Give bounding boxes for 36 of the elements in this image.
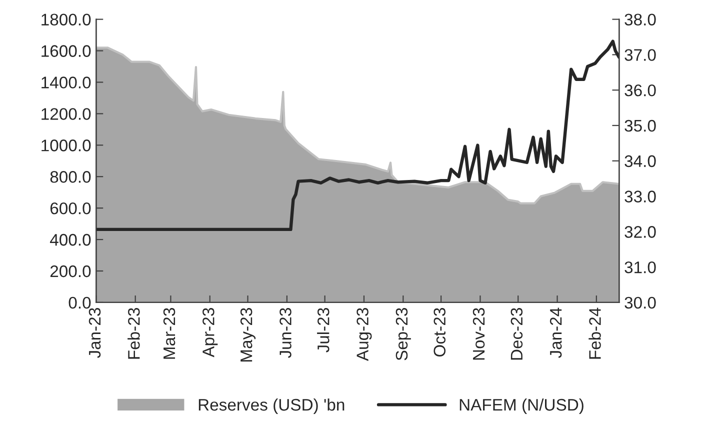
x-tick-label: Feb-23	[128, 308, 140, 359]
x-tick-label: Jan-23	[88, 308, 101, 358]
y2-tick-label: 37.0	[624, 49, 656, 61]
x-tick-label: Apr-23	[202, 308, 218, 358]
y-tick-label: 1800.0	[42, 14, 91, 26]
x-tick-label: Aug-23	[356, 308, 372, 362]
line-series	[96, 40, 620, 232]
y-tick-label: 600.0	[50, 202, 91, 214]
x-tick-label: Jun-23	[280, 308, 292, 358]
y-tick-label: 1400.0	[42, 76, 91, 88]
y-tick-label: 800.0	[50, 171, 91, 183]
y2-tick-label: 31.0	[624, 261, 656, 274]
x-tick-label: Dec-23	[510, 308, 523, 360]
legend-label: Reserves (USD) 'bn	[198, 398, 344, 414]
x-tick-label: Feb-24	[588, 308, 601, 359]
x-tick-label: Jan-24	[550, 308, 562, 358]
y2-tick-label: 38.0	[624, 14, 656, 26]
y2-tick-label: 30.0	[624, 296, 656, 309]
x-tick-label: Sep-23	[396, 308, 411, 360]
legend-label: NAFEM (N/USD)	[460, 398, 584, 414]
y-tick-label: 1000.0	[42, 140, 91, 152]
y2-tick-label: 35.0	[624, 120, 656, 132]
y-tick-label: 400.0	[50, 234, 91, 246]
y2-tick-label: 36.0	[624, 84, 656, 96]
y2-tick-label: 33.0	[624, 190, 656, 202]
y-tick-label: 0.0	[68, 296, 91, 309]
x-tick-label: Mar-23	[163, 308, 176, 359]
x-tick-label: May-23	[240, 308, 256, 362]
x-tick-label: Jul-23	[317, 308, 330, 352]
x-tick-label: Oct-23	[434, 308, 446, 357]
x-tick-label: Nov-23	[472, 308, 485, 360]
y-tick-label: 1200.0	[42, 108, 91, 120]
y-tick-label: 1600.0	[42, 45, 91, 57]
y2-tick-label: 34.0	[624, 155, 656, 168]
y-tick-label: 200.0	[50, 265, 91, 278]
y2-tick-label: 32.0	[624, 226, 656, 238]
